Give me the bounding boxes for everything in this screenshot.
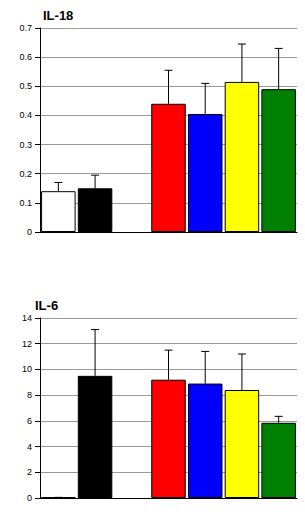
svg-text:6: 6 <box>27 416 32 426</box>
svg-text:0: 0 <box>27 493 32 503</box>
svg-text:2: 2 <box>27 467 32 477</box>
svg-text:0.4: 0.4 <box>19 110 32 120</box>
svg-text:14: 14 <box>22 313 32 323</box>
svg-text:0.5: 0.5 <box>19 81 32 91</box>
svg-text:4: 4 <box>27 442 32 452</box>
svg-text:IL-6: IL-6 <box>35 298 58 313</box>
svg-text:8: 8 <box>27 390 32 400</box>
svg-text:12: 12 <box>22 339 32 349</box>
svg-text:0.3: 0.3 <box>19 140 32 150</box>
svg-text:0: 0 <box>27 227 32 237</box>
svg-text:IL-18: IL-18 <box>43 8 73 23</box>
svg-text:0.7: 0.7 <box>19 23 32 33</box>
svg-text:0.1: 0.1 <box>19 198 32 208</box>
svg-text:0.6: 0.6 <box>19 52 32 62</box>
svg-text:10: 10 <box>22 364 32 374</box>
svg-text:0.2: 0.2 <box>19 169 32 179</box>
